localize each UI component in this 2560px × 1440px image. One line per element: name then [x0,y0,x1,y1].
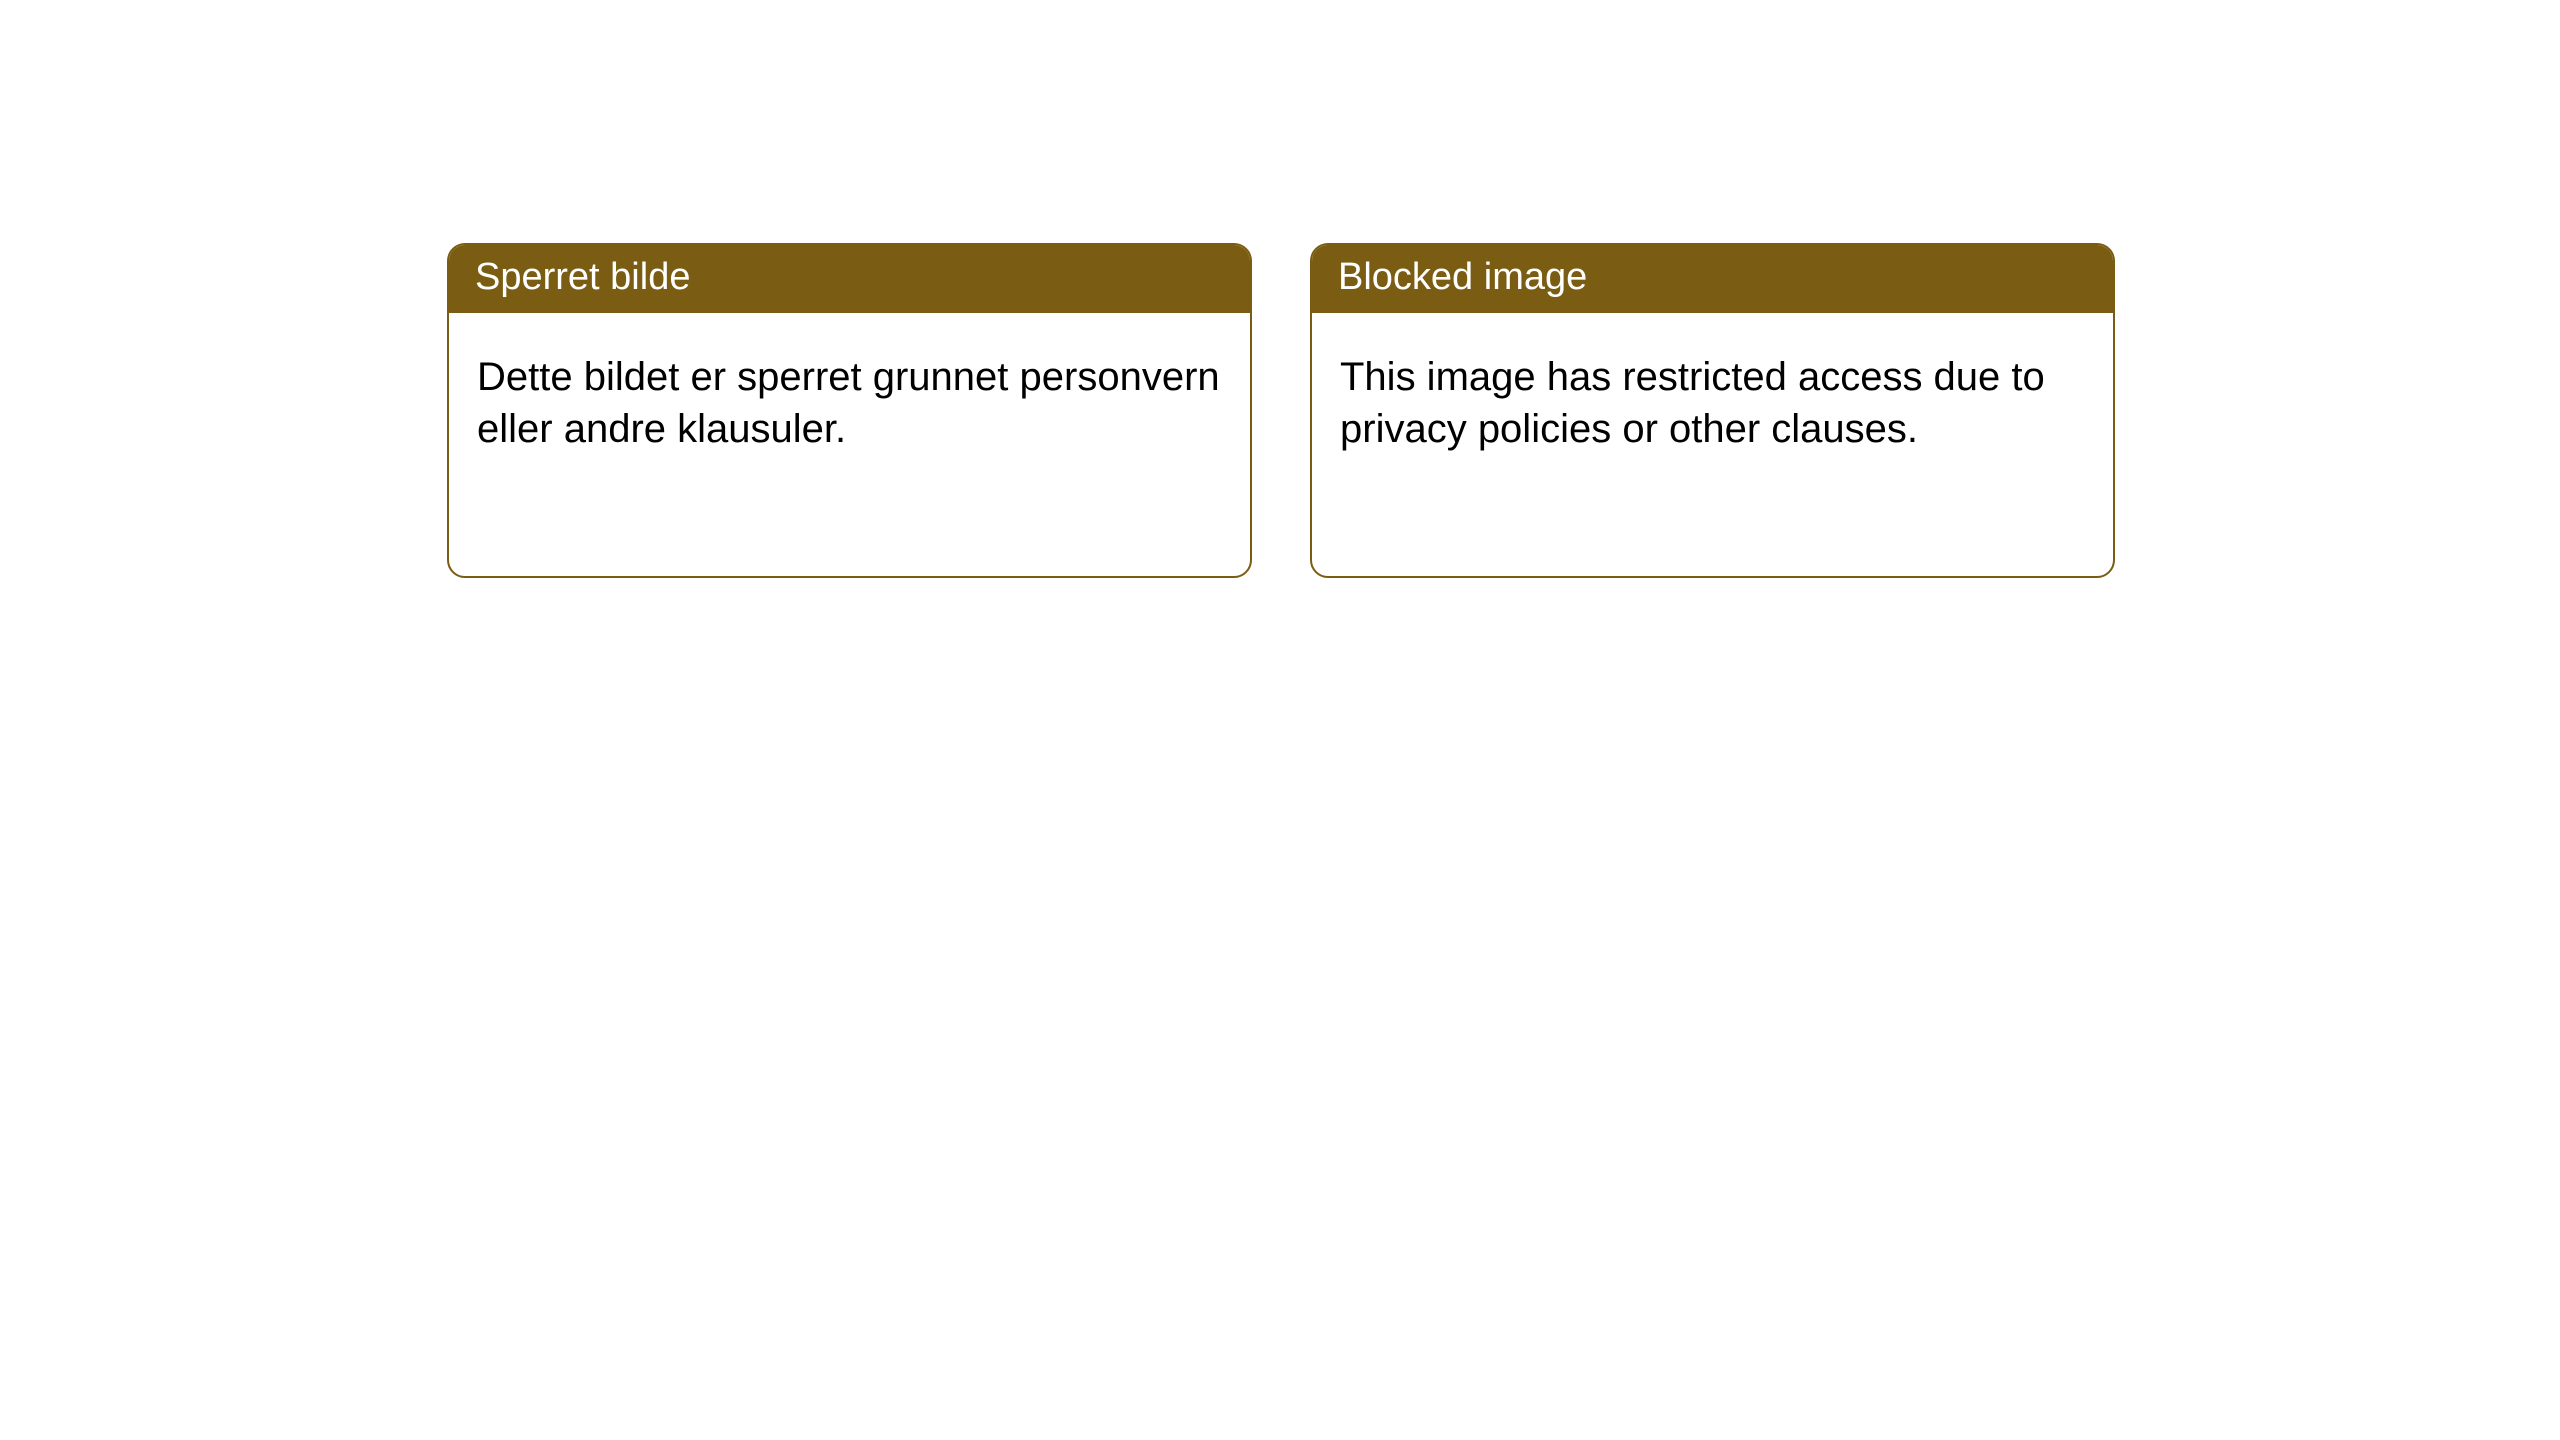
blocked-image-card-no: Sperret bilde Dette bildet er sperret gr… [447,243,1252,578]
card-container: Sperret bilde Dette bildet er sperret gr… [0,0,2560,578]
card-title: Blocked image [1312,245,2113,313]
card-body-text: Dette bildet er sperret grunnet personve… [449,313,1250,483]
card-title: Sperret bilde [449,245,1250,313]
blocked-image-card-en: Blocked image This image has restricted … [1310,243,2115,578]
card-body-text: This image has restricted access due to … [1312,313,2113,483]
